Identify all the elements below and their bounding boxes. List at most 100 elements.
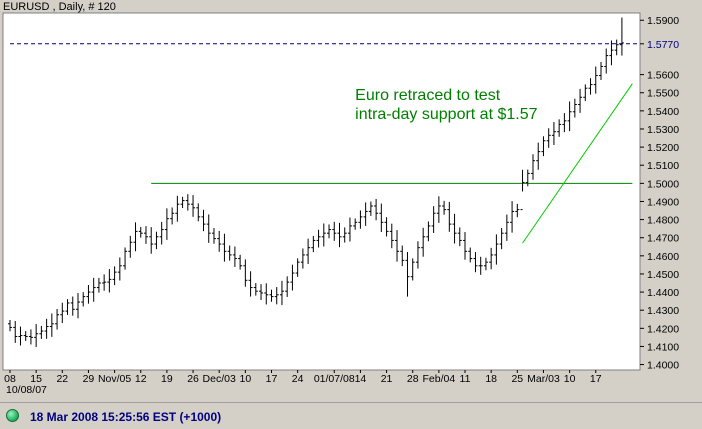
annotation-line: intra-day support at $1.57	[355, 106, 537, 123]
ohlc-bar	[410, 258, 415, 281]
ohlc-bar	[572, 98, 577, 118]
x-tick-label: 19	[161, 373, 173, 385]
y-tick-label: 1.5770	[647, 39, 679, 51]
x-tick-label: Mar/03	[527, 373, 560, 385]
ohlc-bar	[75, 293, 80, 319]
x-tick-label: 25	[511, 373, 523, 385]
ohlc-bar	[154, 231, 159, 250]
ohlc-bar	[463, 232, 468, 260]
ohlc-bar	[447, 201, 452, 232]
ohlc-bar	[232, 246, 237, 267]
ohlc-bar	[321, 223, 326, 247]
price-chart[interactable]: Euro retraced to test intra-day support a…	[0, 0, 702, 402]
ohlc-bar	[473, 252, 478, 273]
ohlc-bar	[306, 238, 311, 264]
ohlc-bar	[551, 122, 556, 145]
status-timezone: EST (+1000)	[152, 410, 222, 424]
ohlc-bar	[170, 207, 175, 225]
x-tick-label: Nov/05	[98, 373, 131, 385]
ohlc-bar	[243, 259, 248, 287]
ohlc-bar	[18, 326, 23, 346]
y-tick-label: 1.4500	[647, 269, 679, 281]
ohlc-bar	[128, 235, 133, 258]
ohlc-bar	[426, 221, 431, 242]
ohlc-bar	[578, 88, 583, 113]
ohlc-bar	[248, 271, 253, 297]
ohlc-bar	[368, 201, 373, 216]
ohlc-bar	[28, 329, 33, 345]
ohlc-bar	[102, 274, 107, 291]
ohlc-bar	[468, 247, 473, 263]
ohlc-bar	[211, 228, 216, 244]
ohlc-bar	[363, 202, 368, 226]
ohlc-bar	[583, 84, 588, 102]
ohlc-bar	[81, 292, 86, 307]
ohlc-bar	[70, 296, 75, 316]
ohlc-bar	[290, 264, 295, 291]
x-tick-label: 17	[266, 373, 278, 385]
ohlc-bar	[159, 221, 164, 245]
ohlc-bar	[478, 256, 483, 275]
ohlc-bar	[295, 258, 300, 277]
ohlc-bar	[525, 169, 530, 187]
ohlc-bar	[614, 39, 619, 56]
x-tick-label: 01/07/08	[314, 373, 355, 385]
ohlc-bar	[196, 203, 201, 222]
ohlc-bar	[269, 289, 274, 302]
ohlc-bar	[531, 154, 535, 180]
ohlc-bar	[557, 119, 562, 137]
x-tick-label: 29	[83, 373, 95, 385]
ohlc-bar	[253, 283, 258, 296]
ohlc-bar	[34, 324, 39, 348]
connection-status-icon	[6, 409, 19, 422]
ohlc-bar	[327, 224, 332, 239]
y-tick-label: 1.5100	[647, 160, 679, 172]
ohlc-bar	[180, 196, 185, 208]
ohlc-bar	[593, 66, 598, 94]
ohlc-bar	[143, 226, 148, 244]
ohlc-bar	[562, 113, 567, 133]
y-tick-label: 1.4700	[647, 233, 679, 245]
ohlc-bar	[436, 196, 441, 223]
ohlc-bar	[452, 213, 457, 244]
ohlc-bar	[358, 210, 363, 229]
y-tick-label: 1.5900	[647, 15, 679, 27]
status-bar: 18 Mar 2008 15:25:56 EST (+1000)	[0, 402, 702, 429]
ohlc-bar	[39, 325, 44, 339]
y-tick-label: 1.4000	[647, 360, 679, 372]
y-tick-label: 1.5600	[647, 70, 679, 82]
status-timestamp: 18 Mar 2008 15:25:56 EST (+1000)	[30, 410, 221, 424]
ohlc-bar	[400, 245, 405, 267]
ohlc-bar	[405, 251, 410, 297]
x-tick-label: 28	[407, 373, 419, 385]
x-tick-label: 18	[485, 373, 497, 385]
x-sub-label: 10/08/07	[6, 384, 47, 396]
ohlc-bar	[431, 206, 436, 233]
ohlc-bar	[604, 48, 609, 74]
trend-line	[522, 83, 633, 244]
ohlc-bar	[510, 201, 515, 233]
y-tick-label: 1.4800	[647, 215, 679, 227]
ohlc-bar	[384, 217, 389, 237]
ohlc-bar	[619, 17, 624, 56]
ohlc-bar	[227, 245, 232, 261]
x-tick-label: 22	[56, 373, 68, 385]
y-tick-label: 1.5200	[647, 142, 679, 154]
ohlc-bar	[259, 284, 264, 301]
ohlc-bar	[316, 229, 321, 248]
y-tick-label: 1.5300	[647, 124, 679, 136]
ohlc-bar	[442, 200, 447, 215]
x-tick-label: 17	[590, 373, 602, 385]
ohlc-bar	[201, 209, 206, 232]
ohlc-bar	[8, 319, 12, 332]
y-tick-label: 1.4200	[647, 323, 679, 335]
ohlc-bar	[536, 142, 541, 170]
ohlc-bar	[311, 235, 316, 253]
ohlc-bar	[374, 198, 379, 221]
ohlc-bar	[274, 287, 279, 305]
ohlc-bar	[504, 214, 509, 241]
x-tick-label: Dec/03	[203, 373, 236, 385]
ohlc-bar	[285, 276, 290, 297]
ohlc-bar	[49, 313, 54, 337]
